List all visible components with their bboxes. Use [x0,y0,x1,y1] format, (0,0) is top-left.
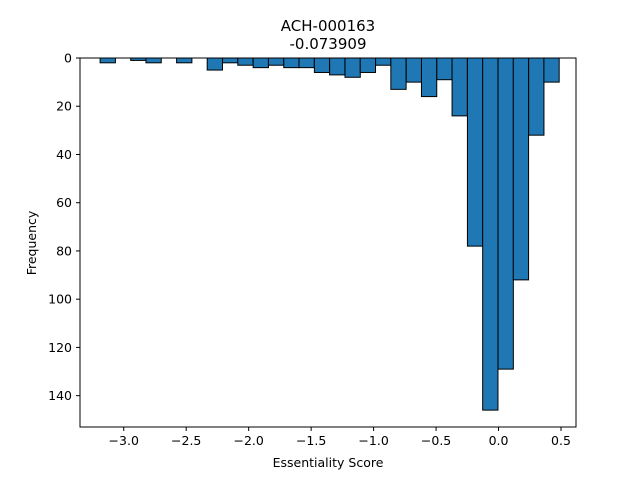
y-tick-label: 100 [48,292,72,307]
histogram-bar [176,57,193,64]
y-tick-label: 20 [56,99,72,114]
y-tick-label: 80 [56,243,72,258]
histogram-bar [436,57,453,81]
x-axis-ticks: −3.0 −2.5 −2.0 −1.5 −1.0 −0.5 0.0 0.5 [109,427,571,448]
y-axis-ticks: 0 20 40 60 80 100 120 140 [48,51,80,403]
histogram-bar [329,57,346,76]
y-tick-label: 140 [48,388,72,403]
y-tick-label: 0 [64,51,72,66]
histogram-bar [222,57,239,64]
histogram-bar [390,57,407,90]
histogram-bar [344,57,361,78]
x-tick-label: −2.0 [233,433,263,448]
y-tick-label: 120 [48,340,72,355]
histogram-bar [237,57,254,66]
x-tick-label: −0.5 [421,433,451,448]
plot-frame [79,57,577,428]
x-tick-label: −3.0 [109,433,139,448]
histogram-bar [99,57,116,64]
histogram-bar [405,57,423,83]
histogram-bar [528,57,545,136]
y-axis-label: Frequency [24,210,39,275]
x-tick-label: −2.5 [171,433,201,448]
histogram-bar [206,57,223,71]
histogram-bar [451,57,468,117]
histogram-bar [267,57,285,66]
x-tick-label: −1.5 [296,433,326,448]
histogram-bars [99,57,560,411]
x-tick-label: 0.0 [489,433,509,448]
y-tick-label: 40 [56,147,72,162]
x-axis-label: Essentiality Score [273,455,384,470]
y-tick-label: 60 [56,195,72,210]
histogram-bar [298,57,315,69]
chart-title-line2: -0.073909 [290,35,367,53]
histogram-bar [497,57,514,370]
histogram-bar [512,57,530,281]
chart-title-line1: ACH-000163 [281,17,375,35]
histogram-bar [359,57,377,73]
histogram-bar [482,57,499,411]
x-tick-label: 0.5 [551,433,571,448]
histogram-bar [252,57,269,69]
histogram-bar [420,57,438,98]
histogram-bar [283,57,300,69]
histogram-bar [543,57,560,83]
histogram-bar [375,57,392,66]
x-tick-label: −1.0 [358,433,388,448]
histogram-bar [145,57,162,64]
histogram-bar [466,57,484,247]
histogram-bar [313,57,331,73]
